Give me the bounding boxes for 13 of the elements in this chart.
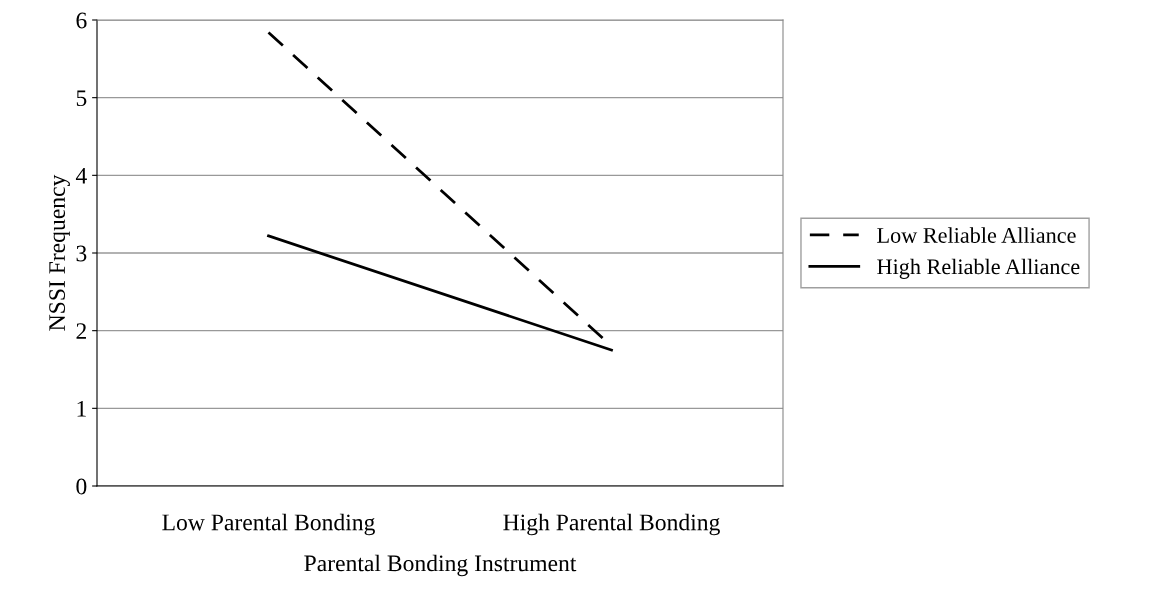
x-tick-label: High Parental Bonding	[503, 513, 720, 536]
y-tick-label: 1	[77, 400, 86, 417]
y-tick-label: 0	[76, 478, 87, 495]
y-tick-label: 4	[75, 167, 87, 184]
y-tick-label: 2	[76, 323, 86, 339]
x-axis-title: Parental Bonding Instrument	[304, 554, 577, 577]
y-axis-title: NSSI Frequency	[49, 174, 70, 331]
legend-label: Low Reliable Alliance	[877, 227, 1076, 243]
x-tick-label: Low Parental Bonding	[162, 513, 375, 536]
y-tick-label: 5	[76, 90, 87, 107]
y-tick-label: 6	[76, 12, 87, 29]
legend-label: High Reliable Alliance	[877, 258, 1080, 279]
y-tick-label: 3	[76, 245, 87, 262]
